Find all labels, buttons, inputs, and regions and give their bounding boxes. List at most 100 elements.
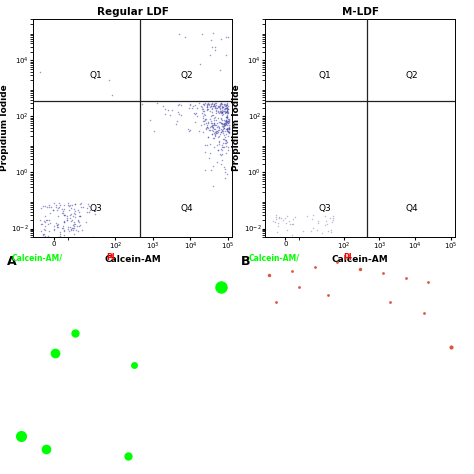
Point — [200, 100, 207, 108]
Point — [195, 128, 203, 135]
Point — [58, 205, 66, 213]
Point — [329, 215, 337, 222]
Point — [45, 217, 52, 224]
Point — [210, 102, 217, 109]
Point — [159, 102, 166, 109]
Point — [211, 43, 219, 50]
Point — [212, 128, 219, 136]
Point — [58, 224, 65, 232]
Point — [36, 217, 44, 224]
Point — [220, 143, 228, 151]
Point — [55, 203, 63, 211]
Point — [222, 117, 229, 124]
Y-axis label: Propidium Iodide: Propidium Iodide — [0, 84, 9, 172]
Point — [44, 232, 52, 240]
Point — [198, 103, 206, 111]
Point — [82, 218, 90, 226]
Point — [283, 212, 291, 220]
Point — [314, 217, 321, 224]
Point — [225, 118, 233, 125]
Point — [55, 204, 62, 212]
Point — [210, 111, 217, 119]
Point — [172, 120, 180, 128]
Point — [206, 116, 214, 123]
Point — [328, 218, 336, 226]
Point — [53, 221, 61, 229]
Point — [214, 134, 222, 141]
Point — [223, 109, 231, 116]
Point — [219, 129, 227, 137]
Point — [218, 108, 225, 115]
Point — [209, 126, 216, 134]
Point — [201, 110, 208, 118]
Point — [74, 218, 82, 225]
Point — [223, 139, 230, 147]
Point — [219, 120, 227, 128]
Point — [138, 100, 146, 108]
Point — [174, 101, 182, 109]
Point — [41, 226, 49, 234]
Point — [217, 125, 224, 133]
Point — [221, 121, 229, 129]
Point — [221, 118, 228, 125]
Point — [223, 111, 231, 118]
Point — [226, 116, 233, 123]
Point — [204, 103, 211, 110]
Point — [209, 131, 216, 138]
Point — [70, 223, 78, 230]
Point — [218, 119, 225, 127]
Point — [210, 134, 218, 141]
Point — [45, 203, 53, 211]
Point — [225, 116, 232, 123]
Point — [212, 121, 219, 129]
Point — [50, 200, 58, 207]
Point — [217, 160, 225, 168]
Point — [53, 224, 61, 231]
Point — [291, 214, 299, 221]
Point — [223, 112, 231, 119]
Point — [72, 220, 79, 228]
Point — [214, 108, 222, 116]
Point — [211, 131, 219, 139]
Point — [205, 155, 213, 162]
Point — [77, 204, 85, 211]
Point — [68, 227, 75, 234]
Point — [79, 203, 86, 210]
Point — [77, 200, 84, 207]
Point — [222, 113, 229, 120]
Point — [220, 132, 228, 139]
Point — [60, 233, 67, 241]
Text: Q1: Q1 — [90, 71, 102, 80]
Point — [221, 165, 228, 173]
Point — [222, 101, 229, 109]
Point — [211, 125, 219, 133]
Point — [161, 110, 169, 118]
Point — [219, 104, 226, 112]
Point — [74, 216, 82, 224]
Point — [221, 119, 228, 127]
Point — [217, 107, 224, 115]
Point — [223, 106, 231, 113]
Point — [60, 209, 67, 217]
Text: Calcein-AM/: Calcein-AM/ — [248, 253, 300, 262]
Point — [224, 107, 231, 115]
Point — [205, 105, 212, 113]
Point — [222, 125, 229, 132]
Point — [224, 125, 231, 133]
Text: Calcein-AM/: Calcein-AM/ — [11, 253, 63, 262]
Point — [39, 231, 47, 238]
Point — [223, 105, 231, 112]
Point — [210, 143, 218, 151]
Point — [40, 217, 47, 225]
Point — [186, 100, 193, 108]
Point — [223, 106, 231, 114]
Point — [200, 107, 208, 115]
Point — [208, 121, 216, 129]
Point — [213, 158, 220, 165]
Point — [221, 103, 228, 110]
Point — [217, 100, 225, 107]
Point — [45, 228, 53, 235]
Point — [322, 212, 329, 220]
Point — [222, 119, 229, 127]
Point — [54, 220, 62, 228]
